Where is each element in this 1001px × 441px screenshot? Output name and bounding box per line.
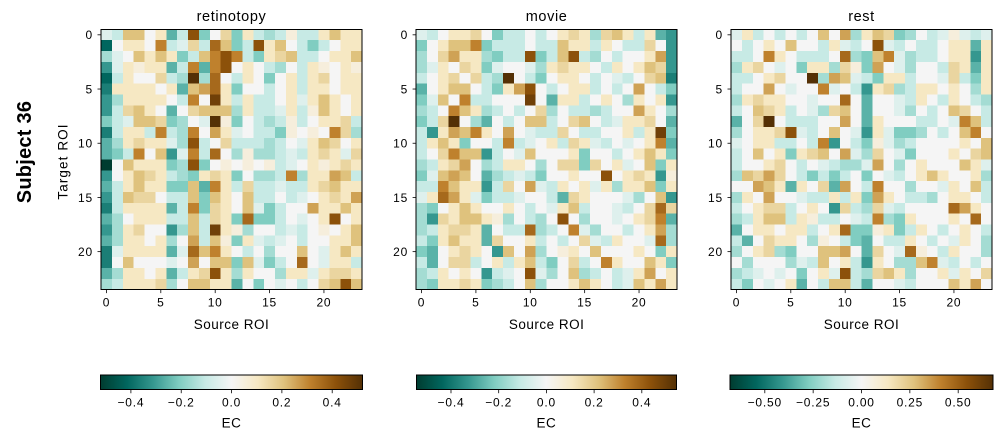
- svg-text:EC: EC: [852, 415, 872, 430]
- svg-text:0.2: 0.2: [272, 396, 291, 410]
- svg-text:Source ROI: Source ROI: [824, 317, 900, 332]
- svg-text:5: 5: [401, 82, 408, 96]
- svg-text:10: 10: [78, 137, 93, 151]
- svg-text:−0.2: −0.2: [168, 396, 195, 410]
- svg-text:−0.50: −0.50: [748, 396, 782, 410]
- svg-text:15: 15: [393, 191, 408, 205]
- svg-text:0: 0: [733, 296, 740, 310]
- svg-text:0: 0: [401, 28, 408, 42]
- svg-text:retinotopy: retinotopy: [197, 9, 267, 25]
- svg-text:−0.25: −0.25: [796, 396, 830, 410]
- svg-text:20: 20: [78, 245, 93, 259]
- svg-text:0.0: 0.0: [537, 396, 556, 410]
- svg-text:20: 20: [946, 296, 961, 310]
- svg-text:20: 20: [632, 296, 647, 310]
- svg-text:15: 15: [577, 296, 592, 310]
- svg-text:15: 15: [262, 296, 277, 310]
- svg-text:20: 20: [708, 245, 723, 259]
- svg-text:0.4: 0.4: [323, 396, 342, 410]
- svg-text:5: 5: [787, 296, 794, 310]
- svg-text:0: 0: [86, 28, 93, 42]
- svg-text:EC: EC: [537, 415, 557, 430]
- svg-text:0.00: 0.00: [848, 396, 875, 410]
- svg-text:15: 15: [78, 191, 93, 205]
- svg-text:−0.4: −0.4: [438, 396, 465, 410]
- svg-text:10: 10: [523, 296, 538, 310]
- svg-text:0: 0: [418, 296, 425, 310]
- svg-text:0: 0: [716, 28, 723, 42]
- svg-text:5: 5: [716, 82, 723, 96]
- svg-text:movie: movie: [526, 9, 568, 25]
- svg-text:0.4: 0.4: [632, 396, 651, 410]
- svg-text:5: 5: [472, 296, 479, 310]
- svg-text:−0.2: −0.2: [485, 396, 512, 410]
- svg-text:Source ROI: Source ROI: [509, 317, 585, 332]
- svg-text:15: 15: [892, 296, 907, 310]
- svg-text:0.25: 0.25: [897, 396, 924, 410]
- svg-text:rest: rest: [848, 9, 875, 25]
- svg-text:10: 10: [708, 137, 723, 151]
- svg-text:15: 15: [708, 191, 723, 205]
- svg-text:−0.4: −0.4: [117, 396, 144, 410]
- svg-text:20: 20: [316, 296, 331, 310]
- svg-text:5: 5: [157, 296, 164, 310]
- svg-text:0.50: 0.50: [945, 396, 972, 410]
- svg-text:5: 5: [86, 82, 93, 96]
- svg-text:0: 0: [103, 296, 110, 310]
- svg-text:0.0: 0.0: [222, 396, 241, 410]
- svg-text:Subject 36: Subject 36: [14, 101, 36, 204]
- svg-text:Source ROI: Source ROI: [194, 317, 270, 332]
- svg-text:10: 10: [393, 137, 408, 151]
- svg-text:10: 10: [208, 296, 223, 310]
- svg-text:10: 10: [838, 296, 853, 310]
- svg-text:Target ROI: Target ROI: [56, 123, 71, 199]
- svg-text:EC: EC: [222, 415, 242, 430]
- svg-text:20: 20: [393, 245, 408, 259]
- svg-text:0.2: 0.2: [585, 396, 604, 410]
